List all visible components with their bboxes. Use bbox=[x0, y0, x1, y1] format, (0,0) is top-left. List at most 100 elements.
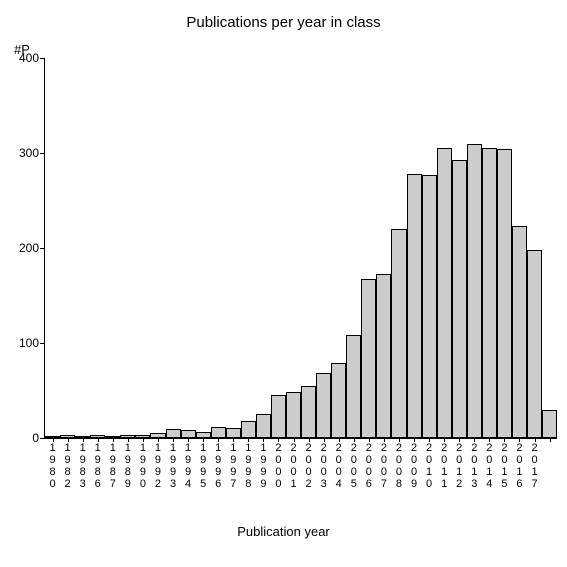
x-tick-label: 2014 bbox=[486, 438, 492, 490]
bar bbox=[527, 250, 542, 438]
bar bbox=[316, 373, 331, 438]
y-tick-mark bbox=[40, 343, 45, 344]
bar bbox=[166, 429, 181, 439]
x-tick-label: 2009 bbox=[411, 438, 417, 490]
x-tick-label: 2006 bbox=[366, 438, 372, 490]
bar bbox=[271, 395, 286, 438]
x-tick-label: 1998 bbox=[245, 438, 251, 490]
x-tick-label: 1992 bbox=[155, 438, 161, 490]
bar-slot: 1996 bbox=[211, 58, 226, 438]
bar-slot: 2004 bbox=[331, 58, 346, 438]
bar-slot: 2015 bbox=[497, 58, 512, 438]
x-tick-mark bbox=[550, 438, 551, 442]
x-tick-label: 1994 bbox=[185, 438, 191, 490]
x-tick-label: 2007 bbox=[381, 438, 387, 490]
bar-slot: 2016 bbox=[512, 58, 527, 438]
bar bbox=[482, 148, 497, 438]
x-tick-label: 1980 bbox=[49, 438, 55, 490]
x-tick-label: 2011 bbox=[441, 438, 447, 490]
bar-slot: 1995 bbox=[196, 58, 211, 438]
x-tick-label: 2013 bbox=[471, 438, 477, 490]
bar bbox=[301, 386, 316, 438]
bar-slot: 2008 bbox=[391, 58, 406, 438]
x-tick-label: 1986 bbox=[95, 438, 101, 490]
bar-slot: 2007 bbox=[376, 58, 391, 438]
x-tick-label: 2010 bbox=[426, 438, 432, 490]
bar bbox=[542, 410, 557, 439]
x-tick-label: 2008 bbox=[396, 438, 402, 490]
chart-title: Publications per year in class bbox=[0, 14, 567, 31]
bar-slot: 2017 bbox=[527, 58, 542, 438]
bar bbox=[331, 363, 346, 438]
x-tick-label: 1995 bbox=[200, 438, 206, 490]
bar bbox=[181, 430, 196, 438]
bar-slot: 2001 bbox=[286, 58, 301, 438]
bar-slot: 1999 bbox=[256, 58, 271, 438]
bar-slot: 2002 bbox=[301, 58, 316, 438]
x-tick-label: 1982 bbox=[65, 438, 71, 490]
x-tick-label: 2015 bbox=[501, 438, 507, 490]
x-tick-label: 2004 bbox=[336, 438, 342, 490]
x-tick-label: 1996 bbox=[215, 438, 221, 490]
bar-slot: 2000 bbox=[271, 58, 286, 438]
bars-group: 1980198219831986198719891990199219931994… bbox=[45, 58, 557, 438]
y-tick-mark bbox=[40, 153, 45, 154]
bar bbox=[361, 279, 376, 438]
bar-slot: 1982 bbox=[60, 58, 75, 438]
x-tick-label: 1989 bbox=[125, 438, 131, 490]
x-tick-label: 2005 bbox=[351, 438, 357, 490]
bar bbox=[346, 335, 361, 438]
bar-slot: 2005 bbox=[346, 58, 361, 438]
y-tick-mark bbox=[40, 58, 45, 59]
bar bbox=[226, 428, 241, 438]
bar-slot: 2009 bbox=[407, 58, 422, 438]
bar-slot: 1989 bbox=[120, 58, 135, 438]
bar-slot: 1983 bbox=[75, 58, 90, 438]
bar-slot: 1992 bbox=[150, 58, 165, 438]
x-tick-label: 2017 bbox=[531, 438, 537, 490]
bar bbox=[512, 226, 527, 438]
x-tick-label: 1983 bbox=[80, 438, 86, 490]
bar-slot bbox=[542, 58, 557, 438]
bar bbox=[391, 229, 406, 438]
x-tick-label: 2012 bbox=[456, 438, 462, 490]
bar-slot: 2014 bbox=[482, 58, 497, 438]
x-tick-label: 1987 bbox=[110, 438, 116, 490]
bar bbox=[376, 274, 391, 438]
x-tick-label: 2016 bbox=[516, 438, 522, 490]
bar bbox=[241, 421, 256, 438]
bar-slot: 2011 bbox=[437, 58, 452, 438]
bar-slot: 2006 bbox=[361, 58, 376, 438]
bar bbox=[256, 414, 271, 438]
plot-area: 1980198219831986198719891990199219931994… bbox=[44, 58, 557, 439]
bar-slot: 2010 bbox=[422, 58, 437, 438]
x-tick-label: 1990 bbox=[140, 438, 146, 490]
bar-slot: 1998 bbox=[241, 58, 256, 438]
x-axis-label: Publication year bbox=[0, 524, 567, 539]
bar bbox=[467, 144, 482, 439]
bar bbox=[452, 160, 467, 438]
x-tick-label: 2002 bbox=[306, 438, 312, 490]
bar-slot: 2012 bbox=[452, 58, 467, 438]
x-tick-label: 2003 bbox=[321, 438, 327, 490]
bar-slot: 1993 bbox=[166, 58, 181, 438]
bar bbox=[211, 427, 226, 438]
x-tick-label: 1999 bbox=[260, 438, 266, 490]
bar bbox=[437, 148, 452, 438]
chart-container: Publications per year in class #P 198019… bbox=[0, 0, 567, 567]
bar-slot: 2003 bbox=[316, 58, 331, 438]
bar bbox=[497, 149, 512, 438]
bar-slot: 1986 bbox=[90, 58, 105, 438]
y-tick-mark bbox=[40, 438, 45, 439]
bar bbox=[422, 175, 437, 438]
bar-slot: 1980 bbox=[45, 58, 60, 438]
bar-slot: 1987 bbox=[105, 58, 120, 438]
bar-slot: 2013 bbox=[467, 58, 482, 438]
bar bbox=[286, 392, 301, 438]
x-tick-label: 2001 bbox=[290, 438, 296, 490]
y-tick-mark bbox=[40, 248, 45, 249]
bar-slot: 1990 bbox=[135, 58, 150, 438]
x-tick-label: 2000 bbox=[275, 438, 281, 490]
bar-slot: 1997 bbox=[226, 58, 241, 438]
x-tick-label: 1997 bbox=[230, 438, 236, 490]
